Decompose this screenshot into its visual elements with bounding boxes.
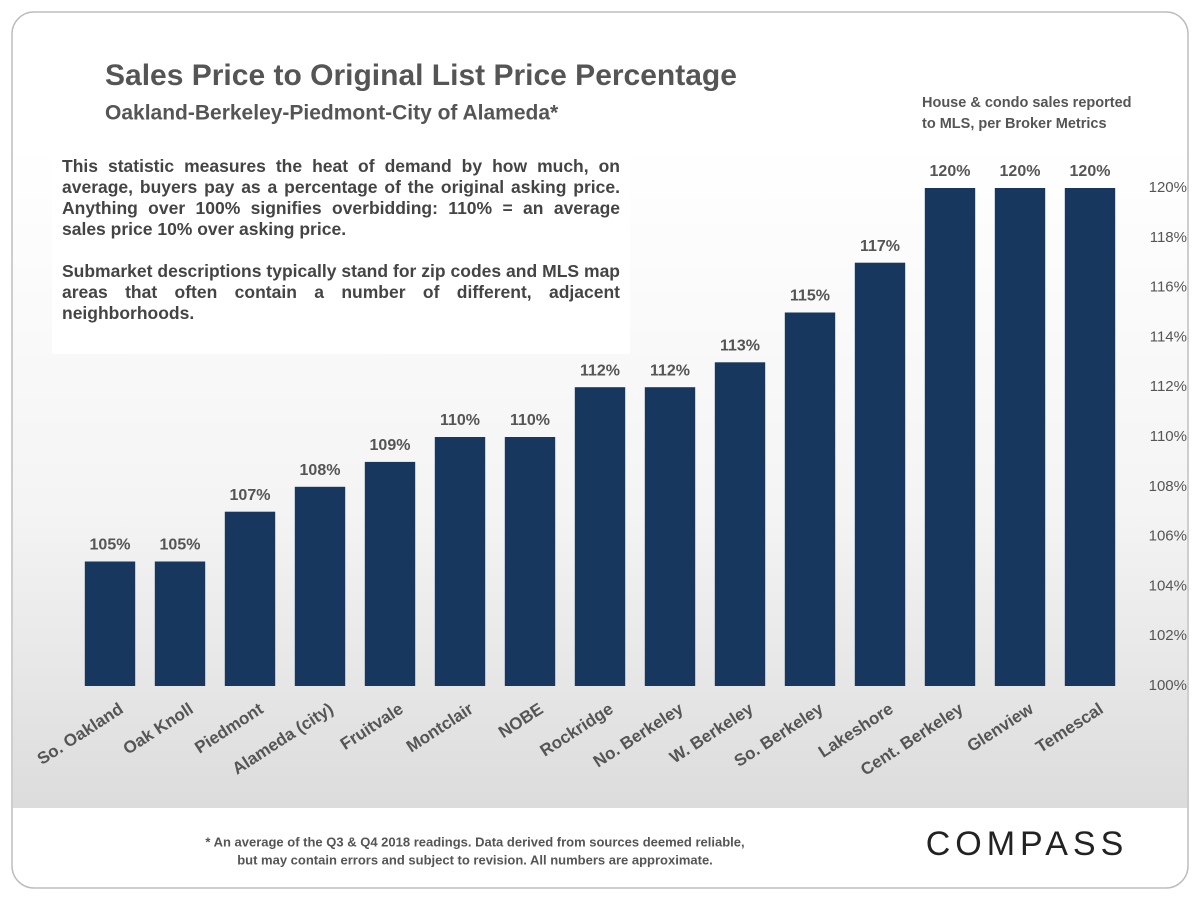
value-label: 112% (580, 362, 620, 379)
bar (154, 561, 206, 686)
bar (504, 437, 556, 686)
bar (644, 387, 696, 686)
bar (294, 486, 346, 686)
y-tick-label: 100% (1149, 677, 1187, 694)
bar (434, 437, 486, 686)
bar (364, 461, 416, 686)
bar (994, 188, 1046, 686)
bar (574, 387, 626, 686)
footnote: but may contain errors and subject to re… (237, 852, 713, 867)
value-label: 112% (650, 362, 690, 379)
bar (84, 561, 136, 686)
value-label: 108% (300, 462, 341, 479)
chart-title: Sales Price to Original List Price Perce… (105, 59, 737, 92)
bar (924, 188, 976, 686)
y-tick-label: 114% (1150, 328, 1187, 345)
value-label: 120% (1000, 163, 1041, 180)
footnote: * An average of the Q3 & Q4 2018 reading… (205, 834, 744, 849)
y-tick-label: 120% (1149, 179, 1187, 196)
description-box: This statistic measures the heat of dema… (52, 152, 630, 354)
y-tick-label: 116% (1150, 279, 1187, 296)
y-tick-label: 112% (1150, 378, 1187, 395)
description: Submarket descriptions typically stand f… (62, 261, 620, 323)
source-note: to MLS, per Broker Metrics (922, 116, 1107, 132)
logo: COMPASS (926, 825, 1129, 863)
value-label: 120% (930, 163, 971, 180)
bar (1064, 188, 1116, 686)
value-label: 110% (440, 412, 480, 429)
y-tick-label: 102% (1149, 627, 1187, 644)
y-tick-label: 104% (1149, 577, 1187, 594)
bar (854, 262, 906, 686)
y-tick-label: 110% (1150, 428, 1187, 445)
value-label: 109% (370, 437, 411, 454)
source-note: House & condo sales reported (922, 95, 1132, 111)
y-tick-label: 118% (1150, 229, 1187, 246)
y-tick-label: 108% (1149, 478, 1187, 495)
value-label: 113% (720, 338, 760, 355)
bar (784, 312, 836, 686)
description: This statistic measures the heat of dema… (62, 156, 620, 239)
value-label: 117% (860, 238, 900, 255)
value-label: 115% (790, 288, 830, 305)
value-label: 105% (160, 537, 201, 554)
bar (714, 362, 766, 686)
bar (224, 511, 276, 686)
chart-subtitle: Oakland-Berkeley-Piedmont-City of Alamed… (105, 102, 559, 125)
value-label: 110% (510, 412, 550, 429)
value-label: 105% (90, 537, 131, 554)
y-tick-label: 106% (1149, 528, 1187, 545)
value-label: 107% (230, 487, 271, 504)
value-label: 120% (1070, 163, 1111, 180)
